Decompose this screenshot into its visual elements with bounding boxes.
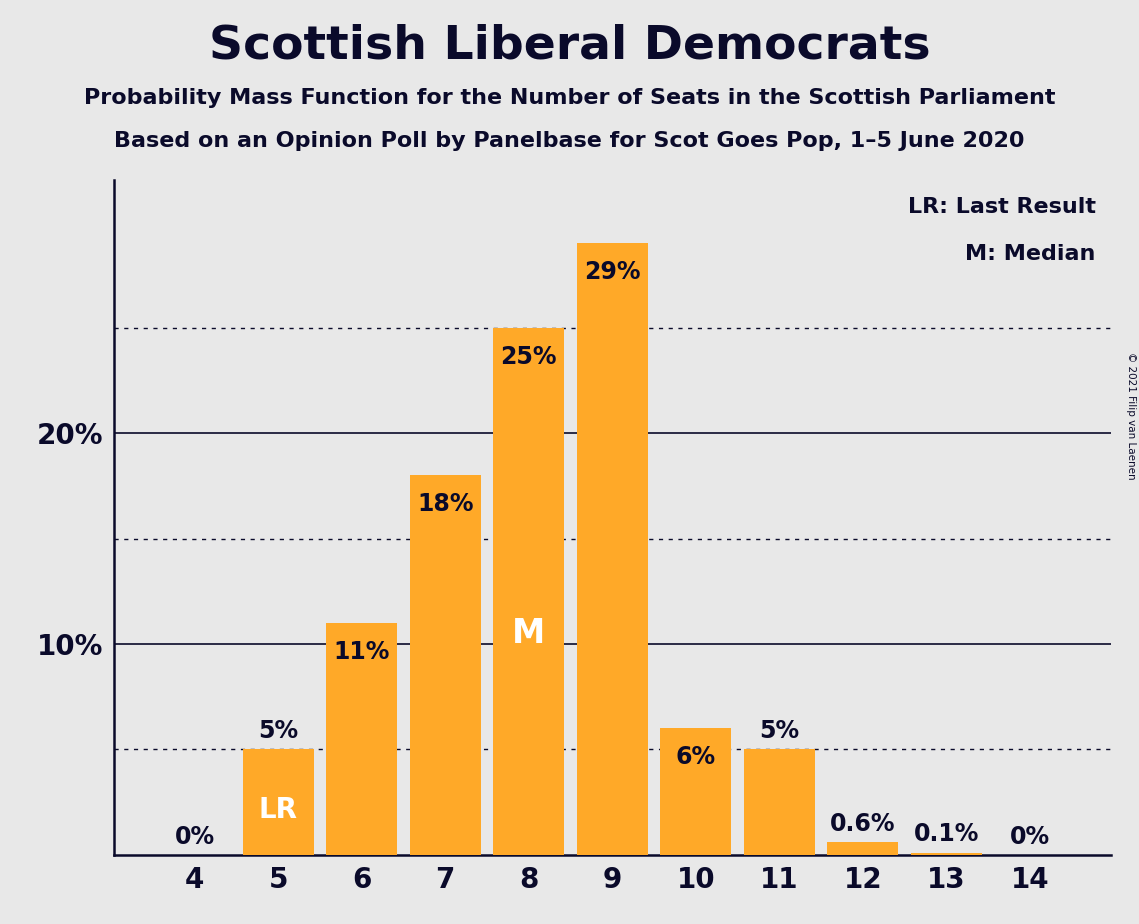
- Text: LR: LR: [259, 796, 297, 824]
- Text: 0%: 0%: [1009, 825, 1050, 849]
- Text: 11%: 11%: [334, 639, 390, 663]
- Text: LR: Last Result: LR: Last Result: [908, 197, 1096, 217]
- Text: Based on an Opinion Poll by Panelbase for Scot Goes Pop, 1–5 June 2020: Based on an Opinion Poll by Panelbase fo…: [114, 131, 1025, 152]
- Bar: [661, 728, 731, 855]
- Bar: [911, 853, 982, 855]
- Text: 6%: 6%: [675, 745, 715, 769]
- Bar: [410, 475, 481, 855]
- Text: Probability Mass Function for the Number of Seats in the Scottish Parliament: Probability Mass Function for the Number…: [84, 88, 1055, 108]
- Bar: [326, 623, 398, 855]
- Text: 18%: 18%: [417, 492, 474, 517]
- Bar: [827, 842, 899, 855]
- Text: Scottish Liberal Democrats: Scottish Liberal Democrats: [208, 23, 931, 68]
- Bar: [243, 749, 313, 855]
- Text: 0.6%: 0.6%: [830, 811, 895, 835]
- Text: 0.1%: 0.1%: [913, 822, 978, 846]
- Text: 5%: 5%: [259, 719, 298, 743]
- Text: M: Median: M: Median: [965, 244, 1096, 264]
- Text: 29%: 29%: [584, 261, 640, 285]
- Text: 0%: 0%: [174, 825, 215, 849]
- Text: 5%: 5%: [760, 719, 800, 743]
- Bar: [493, 328, 564, 855]
- Bar: [744, 749, 814, 855]
- Text: 25%: 25%: [500, 345, 557, 369]
- Bar: [576, 243, 648, 855]
- Text: © 2021 Filip van Laenen: © 2021 Filip van Laenen: [1126, 352, 1136, 480]
- Text: M: M: [513, 617, 546, 650]
